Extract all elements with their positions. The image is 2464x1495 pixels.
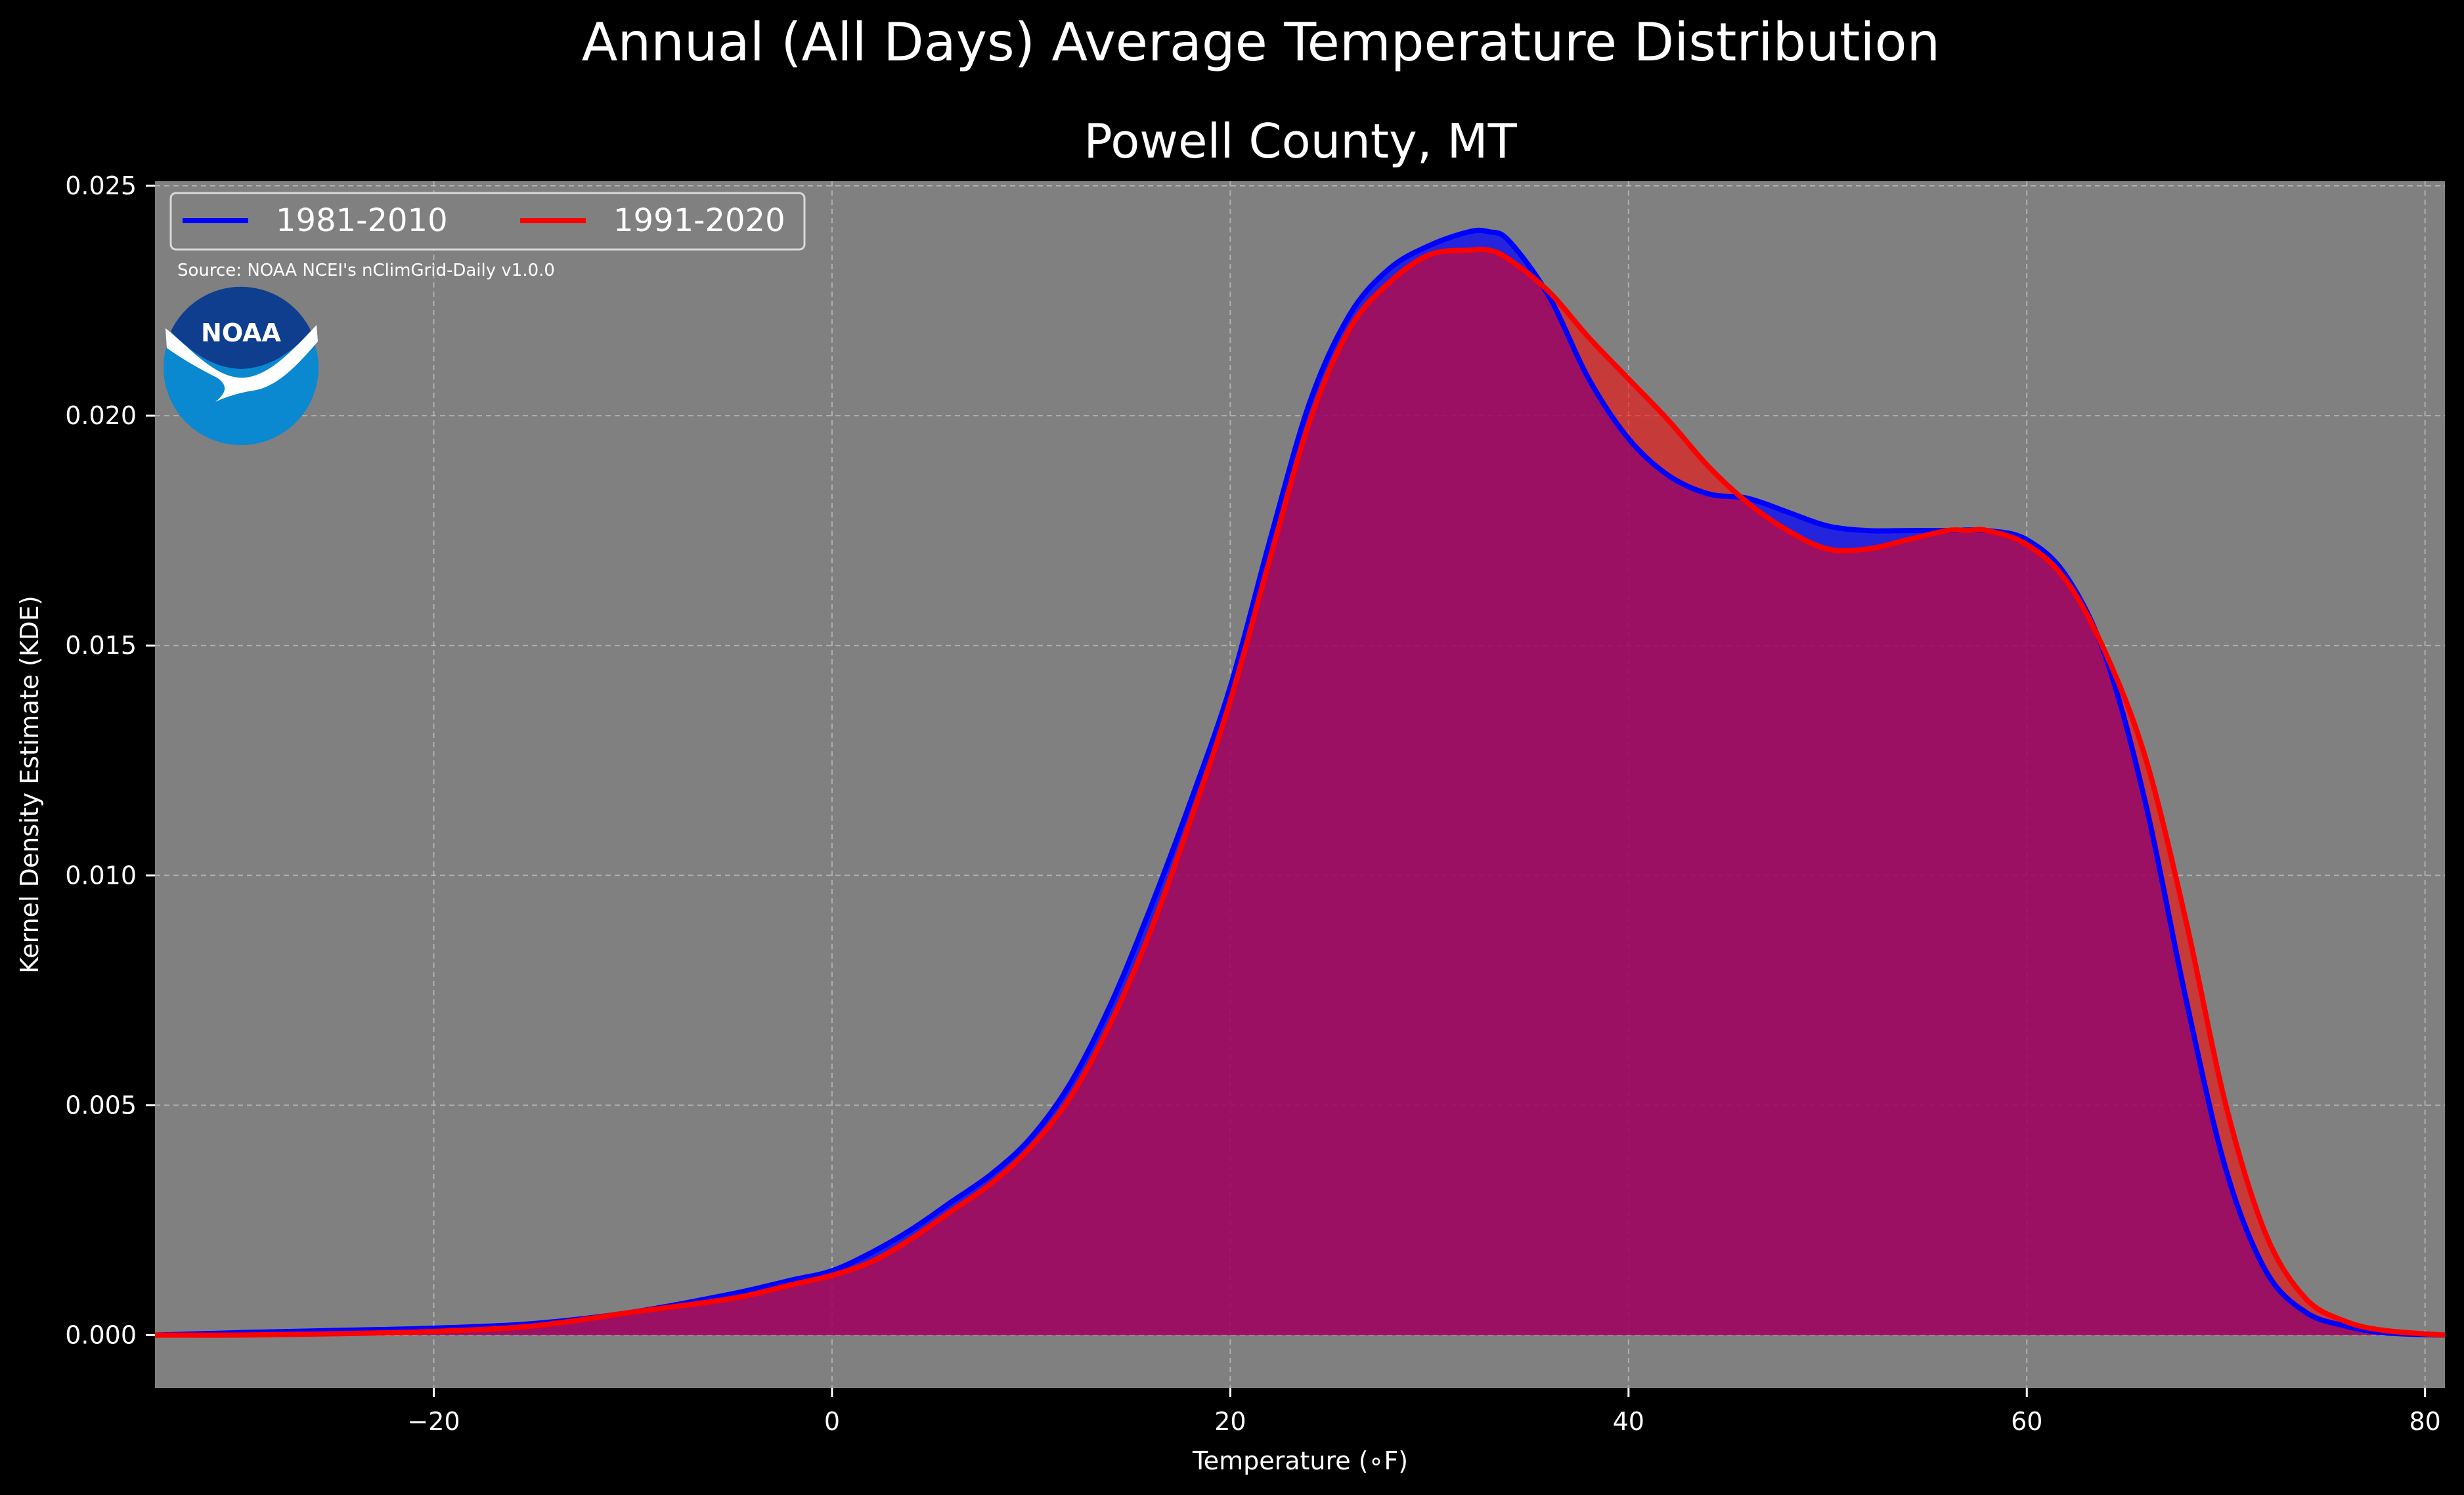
y-tick-label: 0.005 (65, 1091, 137, 1119)
legend-label-1991-2020: 1991-2020 (613, 202, 785, 239)
x-tick-label: 0 (824, 1407, 840, 1436)
chart-title: Annual (All Days) Average Temperature Di… (582, 12, 1940, 73)
x-tick-label: 60 (2011, 1407, 2042, 1436)
y-axis-ticks: 0.000 0.005 0.010 0.015 0.020 0.025 (65, 171, 155, 1349)
x-tick-label: −20 (407, 1407, 460, 1436)
noaa-logo: NOAA (164, 286, 319, 445)
y-tick-label: 0.015 (65, 631, 137, 660)
legend: 1981-2010 1991-2020 (169, 192, 806, 251)
kde-line-1981-2010 (154, 227, 2446, 1338)
x-tick-label: 40 (1613, 1407, 1644, 1436)
x-axis-label: Temperature (∘F) (1192, 1446, 1408, 1475)
kde-fills (155, 230, 2445, 1335)
source-note: Source: NOAA NCEI's nClimGrid-Daily v1.0… (177, 261, 555, 280)
y-tick-label: 0.020 (65, 401, 137, 430)
legend-box (169, 192, 806, 251)
y-tick-label: 0.025 (65, 171, 137, 200)
chart-subtitle: Powell County, MT (1084, 114, 1517, 169)
noaa-logo-top (171, 286, 311, 369)
noaa-logo-bird-icon (165, 325, 318, 402)
y-tick-label: 0.010 (65, 861, 137, 890)
x-axis-ticks: −20 0 20 40 60 80 (407, 1388, 2441, 1436)
kde-lines (154, 227, 2446, 1338)
kde-line-1991-2020 (154, 246, 2446, 1338)
x-tick-label: 20 (1214, 1407, 1246, 1436)
kde-area-1991-2020 (155, 249, 2445, 1335)
noaa-logo-text: NOAA (201, 318, 281, 347)
y-tick-label: 0.000 (65, 1320, 137, 1349)
x-tick-label: 80 (2409, 1407, 2440, 1436)
legend-label-1981-2010: 1981-2010 (276, 202, 448, 239)
y-axis-label: Kernel Density Estimate (KDE) (15, 596, 44, 974)
